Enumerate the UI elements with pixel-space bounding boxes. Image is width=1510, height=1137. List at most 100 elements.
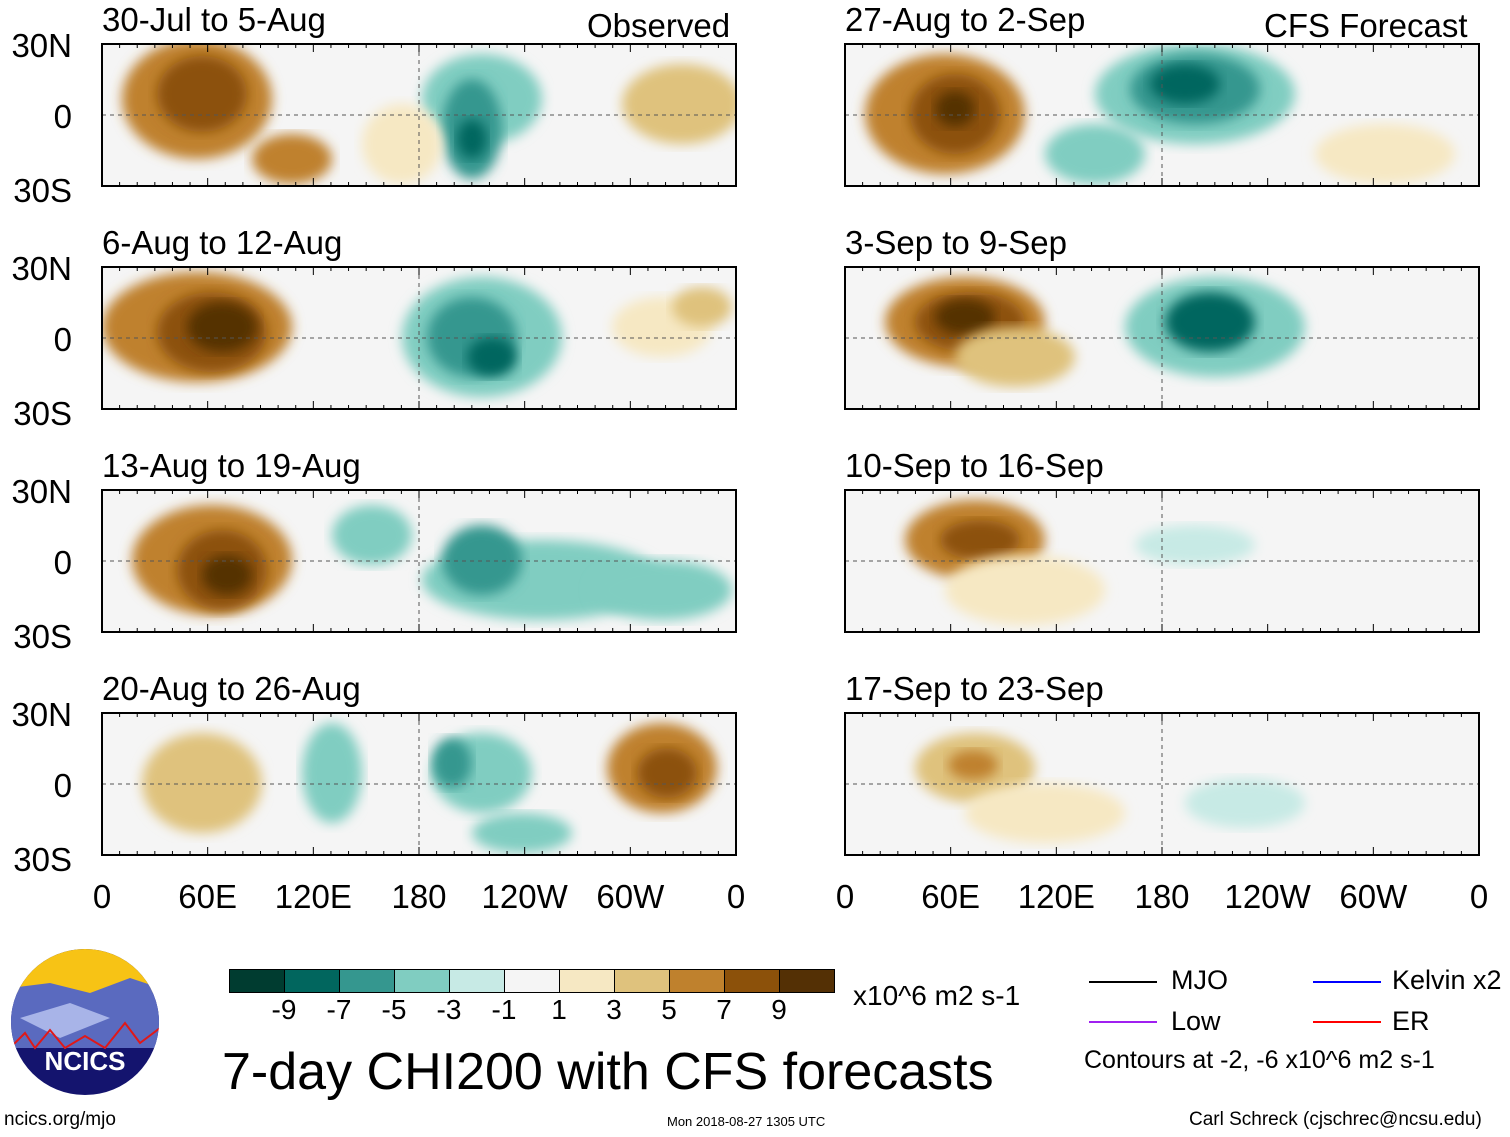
x-tick-label: 60W (596, 878, 665, 915)
map-panel (101, 266, 737, 410)
colorbar-swatch (725, 970, 780, 992)
anomaly-region (1045, 124, 1145, 184)
website-link[interactable]: ncics.org/mjo (4, 1109, 116, 1130)
panel-title: 30-Jul to 5-Aug (102, 1, 326, 38)
colorbar-swatch (615, 970, 670, 992)
map-panel (844, 489, 1480, 633)
panel-title: 10-Sep to 16-Sep (845, 447, 1104, 484)
anomaly-region (362, 104, 442, 184)
anomaly-region (142, 733, 262, 833)
y-tick-label: 30N (11, 473, 72, 510)
y-tick-label: 0 (53, 767, 72, 804)
colorbar-label: -7 (326, 994, 352, 1025)
anomaly-region (157, 56, 247, 132)
x-tick-label: 120W (1224, 878, 1311, 915)
anomaly-region (187, 302, 257, 352)
colorbar (229, 969, 835, 993)
anomaly-region (965, 783, 1125, 843)
colorbar-swatch (450, 970, 505, 992)
y-tick-label: 30S (13, 618, 72, 655)
anomaly-region (622, 64, 736, 144)
x-tick-label: 60E (178, 878, 238, 915)
map-panel (101, 489, 737, 633)
x-tick-label: 120E (274, 878, 352, 915)
colorbar-swatch (505, 970, 560, 992)
legend-line-er (1313, 1021, 1381, 1023)
anomaly-region (332, 505, 412, 565)
colorbar-label: -5 (381, 994, 407, 1025)
y-tick-label: 0 (53, 544, 72, 581)
anomaly-region (252, 134, 332, 184)
y-tick-label: 30S (13, 395, 72, 432)
legend-er: ER (1392, 1006, 1430, 1036)
y-tick-label: 0 (53, 321, 72, 358)
y-tick-label: 30N (11, 27, 72, 64)
colorbar-swatch (670, 970, 725, 992)
legend-kelvin: Kelvin x2 (1392, 965, 1502, 995)
colorbar-swatch (395, 970, 450, 992)
colorbar-swatch (230, 970, 285, 992)
x-tick-label: 180 (391, 878, 447, 915)
figure-title: 7-day CHI200 with CFS forecasts (222, 1043, 994, 1101)
anomaly-region (948, 750, 998, 780)
x-tick-label: 60E (921, 878, 981, 915)
x-tick-label: 60W (1339, 878, 1408, 915)
anomaly-region (1135, 525, 1255, 565)
panel-title: 17-Sep to 23-Sep (845, 670, 1104, 707)
colorbar-label: 3 (606, 994, 622, 1025)
panel-title: 13-Aug to 19-Aug (102, 447, 361, 484)
colorbar-label: -1 (491, 994, 517, 1025)
colorbar-label: -3 (436, 994, 462, 1025)
anomaly-region (457, 119, 487, 159)
panel-title: 3-Sep to 9-Sep (845, 224, 1067, 261)
svg-text:NCICS: NCICS (45, 1046, 126, 1076)
contour-note: Contours at -2, -6 x10^6 m2 s-1 (1084, 1046, 1435, 1074)
author: Carl Schreck (cjschrec@ncsu.edu) (1189, 1109, 1482, 1130)
map-panel (844, 266, 1480, 410)
panel-title: 20-Aug to 26-Aug (102, 670, 361, 707)
anomaly-region (302, 723, 362, 823)
x-tick-label: 0 (1469, 878, 1489, 915)
x-tick-label: 0 (835, 878, 855, 915)
colorbar-label: 1 (551, 994, 567, 1025)
colorbar-swatch (340, 970, 395, 992)
y-tick-label: 30S (13, 841, 72, 878)
y-tick-label: 30N (11, 250, 72, 287)
anomaly-region (935, 91, 975, 127)
map-panel (101, 712, 737, 856)
anomaly-region (1185, 778, 1305, 828)
legend-line-mjo (1089, 981, 1157, 983)
forecast-label: CFS Forecast (1264, 7, 1468, 44)
colorbar-label: -9 (271, 994, 297, 1025)
legend-low: Low (1171, 1006, 1221, 1036)
colorbar-swatch (560, 970, 615, 992)
anomaly-region (432, 738, 472, 788)
anomaly-region (472, 813, 572, 853)
legend-line-kelvin (1313, 981, 1381, 983)
x-tick-label: 180 (1134, 878, 1190, 915)
y-tick-label: 30S (13, 172, 72, 209)
colorbar-swatch (780, 970, 834, 992)
legend-mjo: MJO (1171, 965, 1228, 995)
anomaly-region (1150, 64, 1220, 104)
y-tick-label: 0 (53, 98, 72, 135)
panel-title: 27-Aug to 2-Sep (845, 1, 1086, 38)
x-tick-label: 120E (1017, 878, 1095, 915)
ncics-logo: NCICS (11, 949, 159, 1095)
map-panel (101, 43, 737, 187)
colorbar-units: x10^6 m2 s-1 (853, 980, 1021, 1011)
colorbar-label: 9 (771, 994, 787, 1025)
panel-title: 6-Aug to 12-Aug (102, 224, 343, 261)
anomaly-region (637, 748, 697, 798)
anomaly-region (940, 520, 1020, 560)
anomaly-region (935, 299, 995, 335)
anomaly-region (672, 287, 732, 327)
legend-line-low (1089, 1021, 1157, 1023)
anomaly-region (1315, 124, 1455, 184)
colorbar-label: 5 (661, 994, 677, 1025)
colorbar-label: 7 (716, 994, 732, 1025)
x-tick-label: 120W (481, 878, 568, 915)
anomaly-region (592, 560, 732, 620)
map-panel (844, 712, 1480, 856)
